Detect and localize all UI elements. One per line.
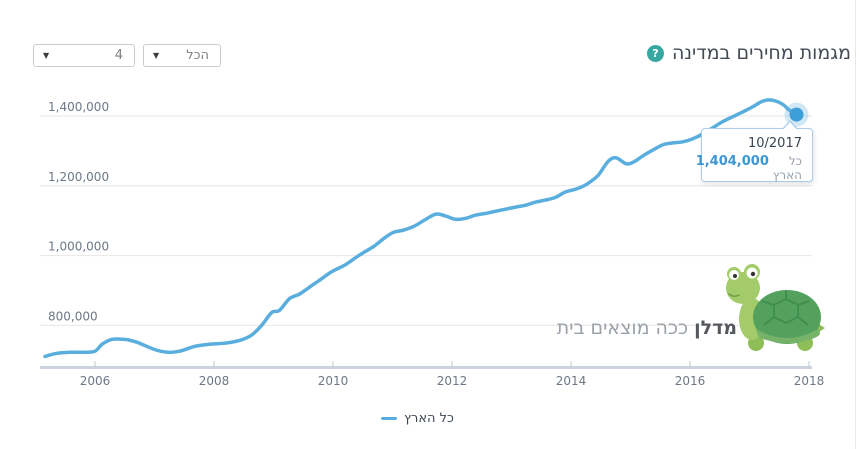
chevron-down-icon: ▼ [153, 50, 160, 60]
tooltip-value: 1,404,000 [695, 154, 769, 169]
chart-tooltip: 10/2017 1,404,000 כל הארץ [696, 120, 813, 182]
turtle-logo-icon [726, 264, 825, 351]
chart-filters: ▼ 4 ▼ הכל [33, 44, 221, 67]
y-axis-label: 800,000 [48, 309, 98, 323]
help-icon[interactable]: ? [646, 44, 664, 62]
tooltip-series-label: כל הארץ [772, 154, 802, 182]
y-axis-label: 1,400,000 [48, 100, 109, 114]
chevron-down-icon: ▼ [43, 50, 50, 60]
y-axis-label: 1,200,000 [48, 170, 109, 184]
x-axis-label: 2014 [556, 374, 587, 388]
x-axis-label: 2006 [80, 374, 111, 388]
legend-label: כל הארץ [404, 411, 454, 426]
madlan-watermark: מדלן ככה מוצאים בית [557, 316, 737, 340]
tooltip-row: 1,404,000 כל הארץ [696, 154, 802, 182]
rooms-select-value: 4 [114, 48, 123, 63]
x-axis-label: 2008 [199, 374, 230, 388]
brand-name: מדלן [694, 317, 737, 339]
brand-tagline: ככה מוצאים בית [556, 317, 689, 339]
x-axis-label: 2018 [794, 374, 825, 388]
legend-line-marker [381, 417, 397, 420]
x-axis-label: 2010 [318, 374, 349, 388]
series-line[interactable] [43, 98, 799, 359]
x-axis-label: 2012 [437, 374, 468, 388]
legend-item-all-country[interactable]: כל הארץ [381, 411, 454, 426]
rooms-select[interactable]: ▼ 4 [33, 44, 135, 67]
chart-header: מגמות מחירים במדינה ? [646, 42, 851, 64]
y-axis-label: 1,000,000 [48, 240, 109, 254]
tooltip-date: 10/2017 [747, 136, 802, 151]
panel-divider [855, 0, 856, 449]
property-type-select[interactable]: ▼ הכל [143, 44, 221, 67]
page-title: מגמות מחירים במדינה [671, 42, 851, 64]
x-axis-label: 2016 [675, 374, 706, 388]
property-type-select-value: הכל [186, 48, 209, 63]
x-axis-line [40, 366, 812, 369]
series-point-marker[interactable] [789, 107, 804, 122]
